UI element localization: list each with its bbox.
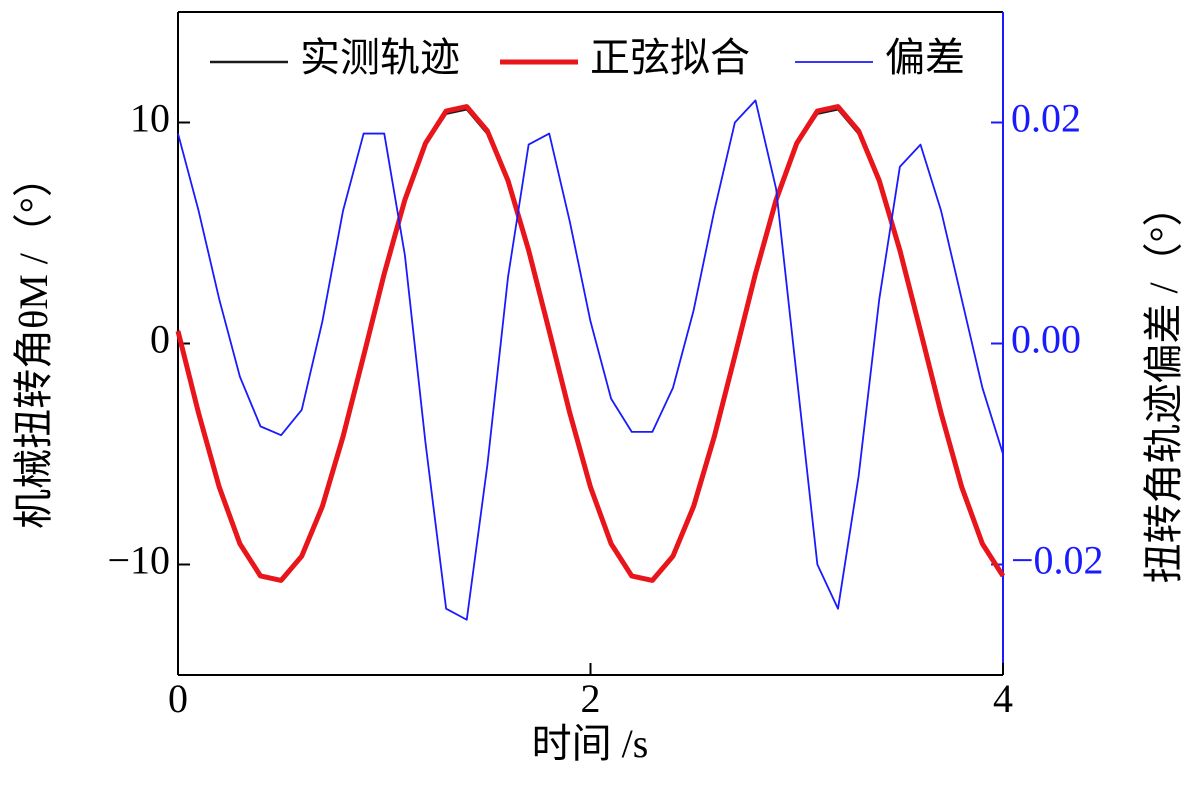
y-tick-label: −10 — [107, 538, 170, 583]
y2-tick-label: −0.02 — [1011, 538, 1104, 583]
y-axis-label: 机械扭转角θM /（°） — [11, 157, 56, 529]
y-tick-label: 10 — [130, 96, 170, 141]
y2-axis-label: 扭转角轨迹偏差 /（°） — [1141, 186, 1186, 583]
legend-label: 偏差 — [885, 35, 965, 80]
y2-tick-label: 0.02 — [1011, 96, 1081, 141]
x-axis-label: 时间 /s — [532, 721, 649, 766]
x-tick-label: 4 — [993, 676, 1013, 721]
series-line — [177, 99, 1004, 621]
legend-label: 正弦拟合 — [590, 35, 750, 80]
x-tick-label: 0 — [168, 676, 188, 721]
series-line — [175, 104, 1006, 583]
x-tick-label: 2 — [581, 676, 601, 721]
y2-tick-label: 0.00 — [1011, 317, 1081, 362]
y-tick-label: 0 — [150, 317, 170, 362]
legend-label: 实测轨迹 — [300, 35, 460, 80]
